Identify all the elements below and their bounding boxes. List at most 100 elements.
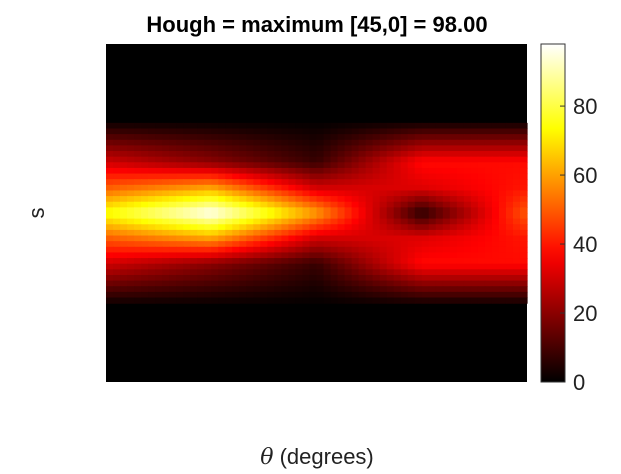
heatmap-cell xyxy=(141,274,149,282)
heatmap-cell xyxy=(288,134,297,141)
heatmap-cell xyxy=(309,213,318,220)
heatmap-cell xyxy=(484,269,493,276)
heatmap-cell xyxy=(225,156,233,163)
heatmap-cell xyxy=(295,258,304,265)
heatmap-cell xyxy=(491,258,500,265)
heatmap-cell xyxy=(316,229,325,237)
heatmap-cell xyxy=(281,173,290,180)
heatmap-cell xyxy=(512,122,521,130)
heatmap-cell xyxy=(106,252,114,259)
heatmap-cell xyxy=(274,297,283,304)
heatmap-cell xyxy=(197,156,205,163)
heatmap-cell xyxy=(505,162,514,169)
heatmap-cell xyxy=(379,213,388,220)
heatmap-cell xyxy=(463,274,472,282)
heatmap-cell xyxy=(491,128,500,135)
heatmap-cell xyxy=(281,252,290,259)
heatmap-cell xyxy=(169,145,177,152)
heatmap-cell xyxy=(120,145,128,152)
heatmap-cell xyxy=(190,145,198,152)
heatmap-cell xyxy=(246,179,254,186)
heatmap-cell xyxy=(512,151,521,158)
heatmap-cell xyxy=(519,286,528,293)
heatmap-cell xyxy=(386,286,395,293)
heatmap-cell xyxy=(470,167,479,175)
heatmap-cell xyxy=(232,258,240,265)
heatmap-cell xyxy=(309,139,318,146)
heatmap-cell xyxy=(176,286,184,293)
heatmap-cell xyxy=(169,151,177,158)
heatmap-cell xyxy=(134,235,142,242)
heatmap-cell xyxy=(386,122,395,130)
heatmap-cell xyxy=(113,269,121,276)
heatmap-cell xyxy=(470,224,479,231)
heatmap-cell xyxy=(253,190,261,197)
heatmap-cell xyxy=(337,246,346,254)
heatmap-cell xyxy=(127,213,135,220)
heatmap-cell xyxy=(463,122,472,130)
heatmap-cell xyxy=(470,274,479,282)
heatmap-cell xyxy=(169,229,177,237)
heatmap-cell xyxy=(162,139,170,146)
heatmap-cell xyxy=(337,139,346,146)
heatmap-cell xyxy=(519,122,528,130)
heatmap-cell xyxy=(407,269,416,276)
heatmap-cell xyxy=(316,263,325,270)
heatmap-cell xyxy=(155,139,163,146)
heatmap-cell xyxy=(204,139,212,146)
heatmap-cell xyxy=(141,207,149,214)
heatmap-cell xyxy=(302,167,311,175)
heatmap-cell xyxy=(106,196,114,203)
heatmap-cell xyxy=(267,128,275,135)
heatmap-cell xyxy=(225,201,233,208)
heatmap-cell xyxy=(449,241,458,248)
heatmap-cell xyxy=(218,167,226,175)
heatmap-cell xyxy=(386,173,395,180)
heatmap-cell xyxy=(274,286,283,293)
heatmap-cell xyxy=(477,196,486,203)
heatmap-cell xyxy=(435,291,444,299)
heatmap-cell xyxy=(120,151,128,158)
heatmap-cell xyxy=(190,252,198,259)
heatmap-cell xyxy=(393,241,402,248)
heatmap-cell xyxy=(421,162,430,169)
heatmap-cell xyxy=(260,235,268,242)
heatmap-cell xyxy=(337,128,346,135)
heatmap-cell xyxy=(365,151,374,158)
heatmap-cell xyxy=(239,269,247,276)
heatmap-cell xyxy=(407,156,416,163)
x-axis-label-symbol: θ xyxy=(260,445,273,470)
heatmap-cell xyxy=(372,173,381,180)
heatmap-cell xyxy=(302,128,311,135)
heatmap-cell xyxy=(281,241,290,248)
heatmap-cell xyxy=(330,139,339,146)
heatmap-cell xyxy=(337,167,346,175)
heatmap-cell xyxy=(169,235,177,242)
heatmap-cell xyxy=(477,179,486,186)
heatmap-cell xyxy=(239,258,247,265)
heatmap-cell xyxy=(211,207,219,214)
heatmap-cell xyxy=(113,241,121,248)
heatmap-cell xyxy=(470,151,479,158)
heatmap-cell xyxy=(330,213,339,220)
heatmap-cell xyxy=(428,258,437,265)
heatmap-cell xyxy=(519,241,528,248)
heatmap-cell xyxy=(379,218,388,225)
heatmap-cell xyxy=(176,229,184,237)
heatmap-cell xyxy=(120,207,128,214)
heatmap-cell xyxy=(197,184,205,192)
heatmap-cell xyxy=(330,201,339,208)
heatmap-cell xyxy=(127,241,135,248)
heatmap-cell xyxy=(456,173,465,180)
heatmap-cell xyxy=(288,196,297,203)
heatmap-cell xyxy=(176,173,184,180)
heatmap-cell xyxy=(386,167,395,175)
heatmap-cell xyxy=(302,196,311,203)
heatmap-cell xyxy=(169,274,177,282)
heatmap-cell xyxy=(449,122,458,130)
heatmap-cell xyxy=(358,156,367,163)
heatmap-cell xyxy=(274,274,283,282)
heatmap-cell xyxy=(274,184,283,192)
heatmap-cell xyxy=(176,128,184,135)
heatmap-cell xyxy=(274,134,283,141)
